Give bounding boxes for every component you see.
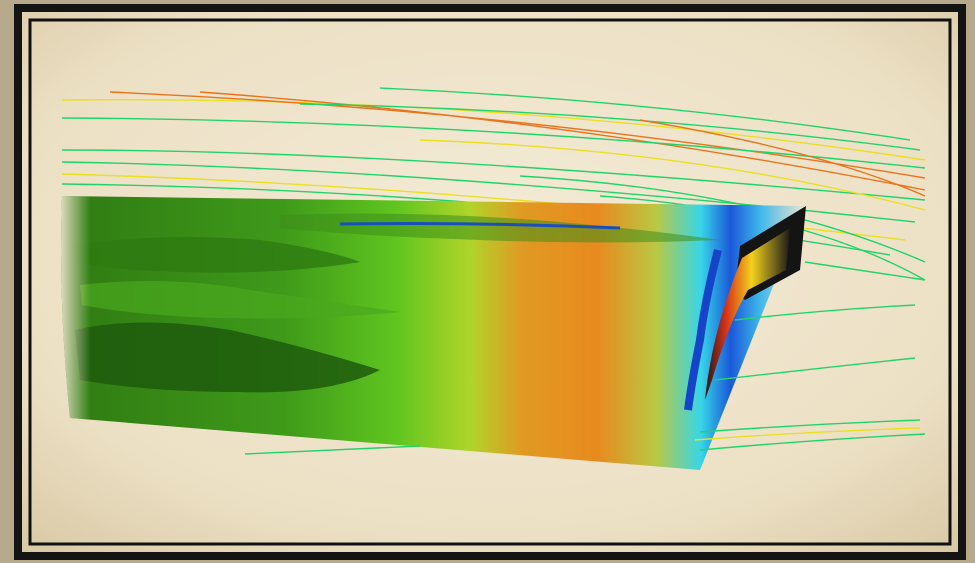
streamline xyxy=(379,87,911,141)
streamline xyxy=(734,304,916,321)
streamline xyxy=(694,427,921,441)
streamline xyxy=(699,433,926,451)
streamline xyxy=(299,103,921,151)
streamline xyxy=(714,357,916,381)
transom xyxy=(705,206,806,400)
streamline xyxy=(61,149,926,201)
streamline xyxy=(519,175,926,263)
streamlines-lower xyxy=(244,261,926,455)
streamline xyxy=(244,445,421,455)
hull-fade xyxy=(61,196,805,470)
streamline xyxy=(639,119,926,197)
streamline xyxy=(199,91,926,191)
streamline xyxy=(61,117,926,169)
streamline xyxy=(109,91,926,179)
streamline xyxy=(419,139,926,211)
transom-face xyxy=(705,228,790,400)
streamline xyxy=(699,419,921,433)
frame-inner xyxy=(28,18,952,546)
streamline xyxy=(61,98,926,161)
hull-body xyxy=(61,196,805,470)
streamline xyxy=(804,261,926,281)
